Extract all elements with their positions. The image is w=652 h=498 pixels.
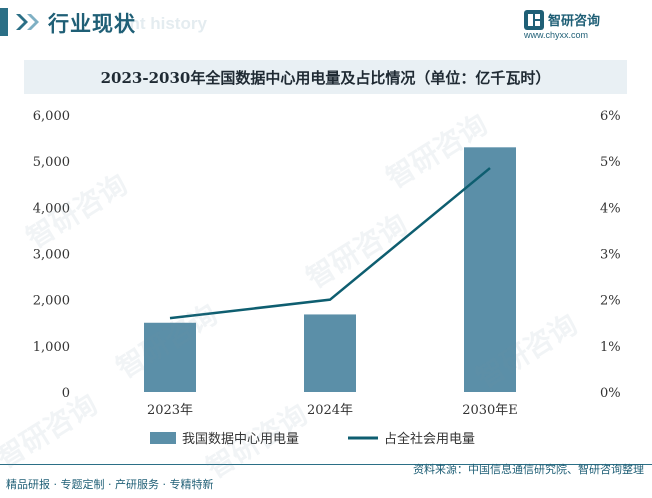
y-right-tick-label: 2%	[600, 294, 621, 309]
legend-label-bar: 我国数据中心用电量	[182, 432, 299, 447]
brand-logo: 智研咨询 www.chyxx.com	[524, 8, 634, 42]
y-right-tick-label: 6%	[600, 109, 621, 124]
y-left-tick-label: 3,000	[33, 248, 70, 263]
y-right-tick-label: 1%	[600, 340, 621, 355]
logo-mark-icon	[524, 10, 544, 30]
source-note: 资料来源：中国信息通信研究院、智研咨询整理	[413, 463, 644, 476]
y-left-tick-label: 6,000	[33, 109, 70, 124]
double-chevron-icon	[16, 14, 39, 30]
y-left-tick-label: 5,000	[33, 155, 70, 170]
footer-divider	[0, 464, 652, 465]
footer-tagline: 精品研报 · 专题定制 · 产研服务 · 专精特新	[6, 478, 214, 491]
bar-2	[464, 147, 516, 392]
y-right-tick-label: 4%	[600, 201, 621, 216]
header-watermark-text: ent history	[120, 14, 207, 33]
header: ent history 行业现状 智研咨询 www.chyxx.com	[0, 0, 652, 50]
legend-label-line: 占全社会用电量	[384, 431, 475, 447]
chart-title: 2023-2030年全国数据中心用电量及占比情况（单位：亿千瓦时）	[100, 69, 551, 87]
y-left-tick-label: 0	[62, 386, 70, 401]
x-category-label: 2024年	[307, 403, 353, 418]
y-right-tick-label: 0%	[600, 386, 621, 401]
y-left-tick-label: 1,000	[33, 340, 70, 355]
x-category-label: 2030年E	[462, 403, 518, 418]
line-share-series	[169, 167, 491, 320]
y-right-tick-label: 5%	[600, 155, 621, 170]
chart-title-band: 2023-2030年全国数据中心用电量及占比情况（单位：亿千瓦时）	[24, 60, 627, 94]
logo-name: 智研咨询	[548, 14, 601, 29]
bar-1	[304, 314, 356, 392]
bar-0	[144, 322, 196, 392]
x-category-label: 2023年	[147, 403, 193, 418]
y-left-tick-label: 4,000	[33, 201, 70, 216]
y-right-tick-label: 3%	[600, 248, 621, 263]
page-title: 行业现状	[48, 12, 136, 36]
legend-swatch-bar	[150, 432, 176, 444]
title-accent-bar	[0, 8, 8, 36]
y-left-tick-label: 2,000	[33, 294, 70, 309]
logo-url: www.chyxx.com	[524, 30, 589, 40]
